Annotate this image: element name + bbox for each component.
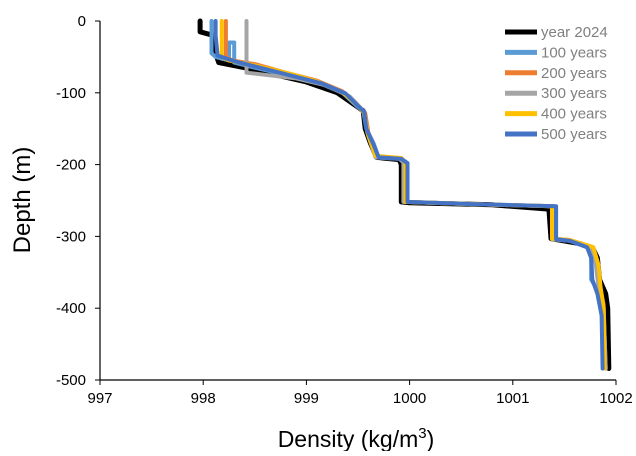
x-tick-label: 998: [191, 390, 216, 407]
y-tick-label: -500: [56, 372, 86, 389]
x-axis-title-tail: ): [427, 426, 435, 451]
legend-label: 300 years: [541, 85, 607, 102]
x-tick-label: 1002: [599, 390, 632, 407]
axes: 997 998 999 1000 1001 1002 0 -100 -200 -300 -400 -5…: [56, 13, 633, 407]
series-line-500-years: [213, 19, 605, 371]
x-tick-label: 997: [87, 390, 112, 407]
legend: year 2024 100 years 200 years 300 years 400 …: [505, 24, 608, 143]
x-tick-label: 1000: [393, 390, 426, 407]
x-axis-title-main: Density (kg/m: [278, 426, 419, 451]
x-axis-title-sup: 3: [418, 425, 426, 442]
x-tick-label: 1001: [496, 390, 529, 407]
legend-label: 100 years: [541, 44, 607, 61]
legend-label: 200 years: [541, 65, 607, 82]
x-tick-label: 999: [294, 390, 319, 407]
legend-label: year 2024: [541, 24, 608, 41]
y-tick-label: -100: [56, 85, 86, 102]
legend-label: 400 years: [541, 106, 607, 123]
y-tick-label: 0: [78, 13, 86, 30]
y-tick-label: -300: [56, 228, 86, 245]
y-tick-label: -400: [56, 300, 86, 317]
x-axis-title: Density (kg/m3): [278, 425, 435, 451]
series-layer: [197, 18, 612, 371]
y-tick-label: -200: [56, 157, 86, 174]
legend-label: 500 years: [541, 126, 607, 143]
y-axis-title: Depth (m): [9, 147, 36, 254]
